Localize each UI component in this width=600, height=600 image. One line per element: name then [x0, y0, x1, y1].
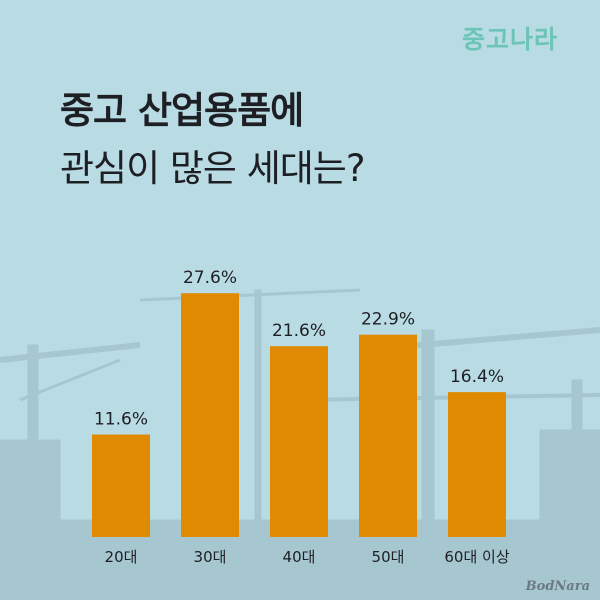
- category-label: 20대: [105, 548, 138, 566]
- bar-value-label: 22.9%: [361, 310, 415, 330]
- bar-4: [448, 392, 506, 537]
- category-label: 60대 이상: [444, 548, 509, 566]
- bar-0: [92, 434, 150, 537]
- bar-value-label: 11.6%: [94, 410, 148, 430]
- bar-value-label: 27.6%: [183, 268, 237, 288]
- bar-2: [270, 346, 328, 537]
- page-title-line-2: 관심이 많은 세대는?: [60, 147, 365, 190]
- bar-value-label: 16.4%: [450, 367, 504, 387]
- brand-logo: 중고나라: [461, 25, 558, 54]
- page-title-line-1: 중고 산업용품에: [60, 89, 304, 132]
- bar-1: [181, 293, 239, 537]
- category-label: 50대: [372, 548, 405, 566]
- bar-value-label: 21.6%: [272, 321, 326, 341]
- bar-3: [359, 334, 417, 537]
- watermark: BodNara: [525, 579, 590, 594]
- category-label: 40대: [283, 548, 316, 566]
- category-label: 30대: [194, 548, 227, 566]
